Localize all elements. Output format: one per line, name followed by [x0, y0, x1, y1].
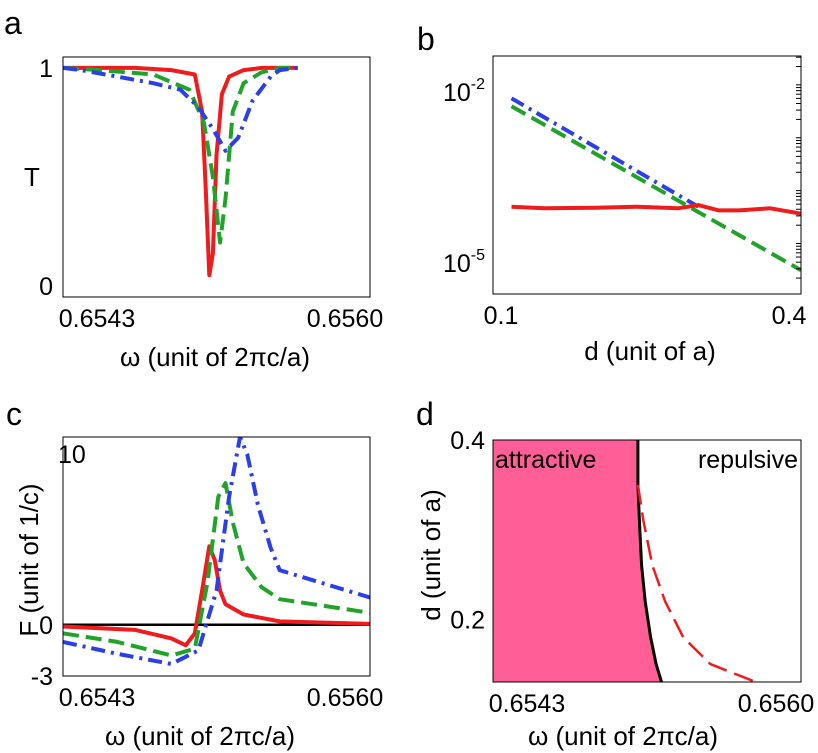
panel-a-series: [63, 65, 299, 278]
panel-c-ytick-1: 0: [39, 612, 53, 640]
panel-b-xlabel: d (unit of a): [584, 336, 716, 366]
panel-a-axes: [62, 56, 371, 298]
panel-d-ylabel: d (unit of a): [416, 489, 446, 621]
panel-b-line-green-dash: [510, 104, 801, 272]
panel-b-letter: b: [417, 21, 435, 57]
panel-d-repulsive-label: repulsive: [698, 446, 798, 474]
panel-d-attractive-region: [493, 440, 662, 682]
panel-b-ytick-upper: 10-2: [443, 76, 485, 107]
panel-a-ytick-0: 0: [39, 273, 53, 301]
panel-a: a T ω (unit of 2πc/a) 0 1 0.6543 0.6560: [4, 5, 383, 372]
panel-b-ytick-lower-base: 10: [443, 250, 471, 278]
panel-a-line-red-solid: [63, 65, 298, 278]
panel-c-xtick-0: 0.6543: [59, 684, 135, 712]
panel-b-xtick-1: 0.4: [772, 302, 807, 330]
panel-c-ylabel: F (unit of 1/c): [14, 483, 44, 636]
panel-c-line-green-dash: [63, 481, 370, 658]
panel-a-ytick-1: 1: [39, 55, 53, 83]
panel-c-ytick-0: -3: [31, 663, 53, 691]
panel-d-xtick-1: 0.6560: [738, 690, 814, 718]
panel-d-xlabel: ω (unit of 2πc/a): [528, 721, 718, 751]
panel-c-letter: c: [6, 396, 22, 432]
panel-c-ytick-2: 10: [58, 441, 86, 469]
panel-b-line-blue-dashdot: [510, 96, 700, 209]
panel-d-xtick-0: 0.6543: [489, 690, 565, 718]
panel-a-xtick-0: 0.6543: [59, 305, 135, 333]
panel-d-layer: [493, 440, 757, 682]
panel-c-series: [63, 437, 370, 666]
panel-b-ytick-lower: 10-5: [443, 247, 485, 278]
panel-a-line-green-dash: [63, 65, 298, 245]
panel-d-ytick-0: 0.2: [450, 606, 485, 634]
panel-a-ylabel: T: [24, 162, 40, 192]
panel-c-xtick-1: 0.6560: [307, 684, 383, 712]
panel-b-ytick-upper-exp: -2: [471, 76, 485, 93]
panel-d-letter: d: [416, 396, 434, 432]
panel-d-axes: [492, 439, 802, 683]
panel-c-axes: [62, 436, 371, 677]
panel-d-ytick-1: 0.4: [450, 427, 485, 455]
panel-b: b d (unit of a) 10-2 10-5 0.1 0.4: [417, 21, 806, 366]
panel-b-ytick-upper-base: 10: [443, 79, 471, 107]
panel-d-attractive-label: attractive: [495, 446, 596, 474]
panel-d: d d (unit of a) ω (unit of 2πc/a) attrac…: [416, 396, 814, 751]
panel-a-xlabel: ω (unit of 2πc/a): [120, 342, 310, 372]
panel-b-line-red-solid: [511, 203, 801, 216]
panel-c-line-red-solid: [63, 544, 370, 648]
panel-d-line-red-dash: [636, 484, 757, 682]
panel-c: c F (unit of 1/c) ω (unit of 2πc/a) -3 0 1…: [6, 396, 383, 751]
panel-b-xtick-0: 0.1: [484, 302, 519, 330]
panel-b-ytick-lower-exp: -5: [471, 247, 485, 264]
panel-c-xlabel: ω (unit of 2πc/a): [105, 721, 295, 751]
panel-a-line-blue-dashdot: [63, 65, 299, 153]
panel-a-xtick-1: 0.6560: [307, 305, 383, 333]
panel-c-line-blue-dashdot: [63, 437, 370, 666]
panel-b-axes: [492, 55, 802, 295]
panel-a-letter: a: [4, 5, 22, 41]
panel-b-series: [510, 96, 801, 272]
